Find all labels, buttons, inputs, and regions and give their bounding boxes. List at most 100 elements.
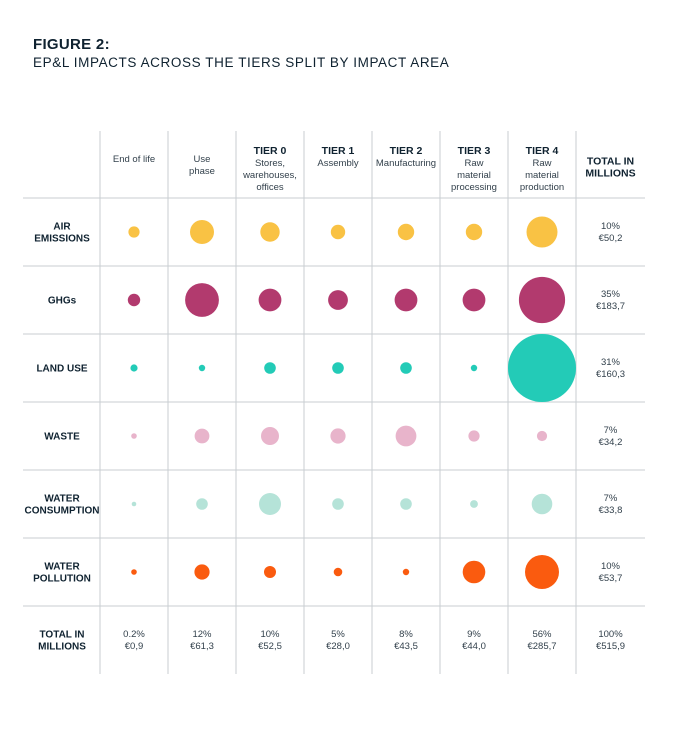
row-label: GHGs: [48, 296, 77, 307]
impact-bubble: [518, 276, 566, 324]
impact-bubble: [470, 364, 478, 372]
impact-bubble: [526, 216, 558, 248]
row-label: EMISSIONS: [34, 234, 90, 245]
column-header-label: End of life: [113, 154, 155, 165]
row-total-value: €50,2: [599, 233, 623, 244]
row-total-percent: 10%: [601, 561, 621, 572]
column-header-label: phase: [189, 166, 215, 177]
impact-bubble: [264, 566, 276, 578]
row-total-percent: 31%: [601, 357, 621, 368]
impact-bubble: [332, 498, 344, 510]
impact-bubble: [462, 288, 486, 312]
column-total-percent: 10%: [260, 629, 280, 640]
figure-title: EP&L IMPACTS ACROSS THE TIERS SPLIT BY I…: [33, 55, 450, 70]
row-label: AIR: [53, 222, 71, 233]
column-total-percent: 100%: [598, 629, 623, 640]
row-label: POLLUTION: [33, 574, 91, 585]
row-total-value: €33,8: [599, 505, 623, 516]
impact-bubble: [131, 569, 137, 575]
impact-bubble: [402, 568, 410, 576]
column-header-title: TIER 1: [322, 145, 355, 157]
impact-bubble: [194, 564, 210, 580]
column-total-percent: 8%: [399, 629, 413, 640]
total-row-label: MILLIONS: [38, 642, 86, 653]
figure-label: FIGURE 2:: [33, 36, 110, 53]
impact-bubble: [127, 293, 141, 307]
column-header-title: TIER 2: [390, 145, 423, 157]
impact-bubble: [330, 224, 346, 240]
column-header-label: Stores,: [255, 158, 285, 169]
column-total-value: €44,0: [462, 641, 486, 652]
impact-bubble: [264, 362, 276, 374]
column-total-percent: 9%: [467, 629, 481, 640]
impact-bubble: [395, 425, 417, 447]
impact-bubble: [131, 501, 137, 507]
row-total-percent: 7%: [604, 425, 618, 436]
column-header-label: material: [525, 170, 559, 181]
column-total-percent: 56%: [532, 629, 552, 640]
impact-bubble: [261, 427, 279, 445]
row-total-percent: 35%: [601, 289, 621, 300]
column-total-percent: 0.2%: [123, 629, 145, 640]
impact-bubble: [462, 560, 486, 584]
column-total-value: €0,9: [125, 641, 144, 652]
column-header-title: TIER 3: [458, 145, 491, 157]
impact-bubble: [190, 220, 214, 244]
impact-bubble: [328, 290, 348, 310]
row-label: WASTE: [44, 432, 80, 443]
column-header-label: Use: [194, 154, 211, 165]
row-total-value: €183,7: [596, 301, 625, 312]
column-total-value: €52,5: [258, 641, 282, 652]
impact-bubble: [531, 493, 553, 515]
total-column-header: TOTAL IN: [587, 156, 634, 168]
impact-bubble: [536, 430, 548, 442]
impact-bubble: [330, 428, 346, 444]
column-total-percent: 5%: [331, 629, 345, 640]
column-header-label: Raw: [532, 158, 551, 169]
impact-bubble: [333, 567, 343, 577]
impact-bubble: [196, 498, 208, 510]
impact-bubble: [400, 498, 412, 510]
column-header-label: Raw: [464, 158, 483, 169]
column-header-label: Assembly: [317, 158, 358, 169]
impact-bubble: [470, 500, 478, 508]
column-header-label: offices: [256, 182, 284, 193]
impact-bubble: [465, 223, 483, 241]
impact-bubble: [194, 428, 210, 444]
column-total-value: €61,3: [190, 641, 214, 652]
column-total-value: €28,0: [326, 641, 350, 652]
total-column-header: MILLIONS: [585, 168, 635, 180]
column-header-label: warehouses,: [242, 170, 297, 181]
column-header-label: production: [520, 182, 564, 193]
column-total-value: €515,9: [596, 641, 625, 652]
column-header-title: TIER 0: [254, 145, 287, 157]
impact-bubble: [185, 283, 219, 317]
impact-bubble: [397, 223, 415, 241]
impact-bubble: [394, 288, 418, 312]
column-header-label: processing: [451, 182, 497, 193]
column-header-label: Manufacturing: [376, 158, 436, 169]
impact-bubble: [131, 433, 137, 439]
column-total-percent: 12%: [192, 629, 212, 640]
row-total-percent: 10%: [601, 221, 621, 232]
impact-bubble: [332, 362, 344, 374]
row-label: LAND USE: [36, 364, 87, 375]
impact-bubble: [130, 364, 138, 372]
column-total-value: €43,5: [394, 641, 418, 652]
impact-bubble: [508, 334, 576, 402]
impact-bubble: [128, 226, 140, 238]
column-total-value: €285,7: [527, 641, 556, 652]
row-label: WATER: [44, 562, 80, 573]
impact-bubble: [258, 288, 282, 312]
row-label: CONSUMPTION: [25, 506, 100, 517]
impact-bubble: [259, 493, 281, 515]
row-label: WATER: [44, 494, 80, 505]
impact-bubble: [400, 362, 412, 374]
column-header-label: material: [457, 170, 491, 181]
total-row-label: TOTAL IN: [40, 630, 85, 641]
row-total-value: €53,7: [599, 573, 623, 584]
impact-bubble: [260, 222, 280, 242]
row-total-percent: 7%: [604, 493, 618, 504]
column-header-title: TIER 4: [526, 145, 559, 157]
